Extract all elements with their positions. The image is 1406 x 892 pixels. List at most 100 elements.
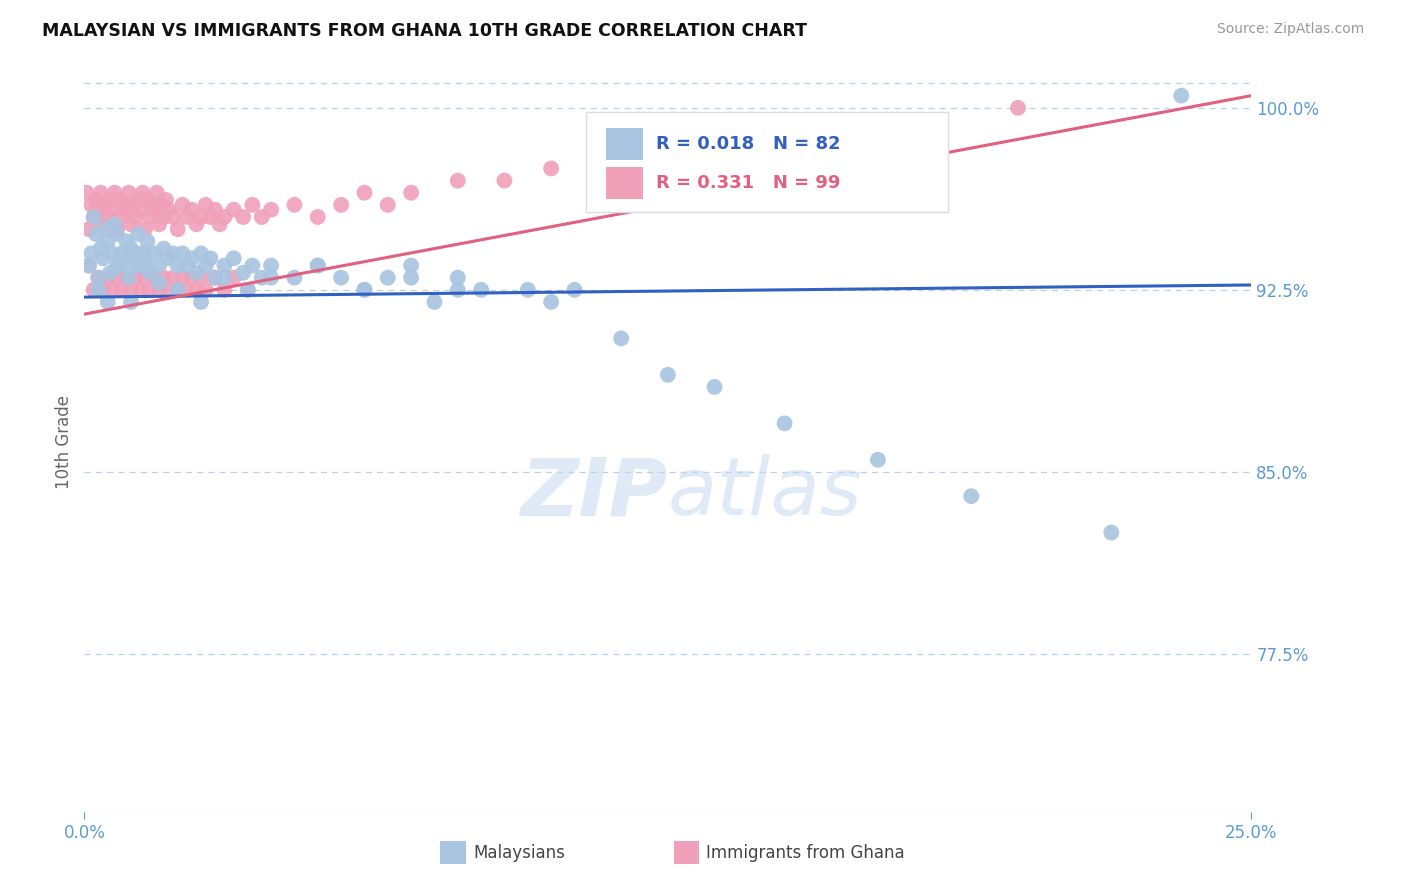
Point [120,242,142,256]
Point [214,259,236,273]
Point [200,252,222,266]
Point [260,270,283,285]
Point [204,202,226,217]
Point [77,259,100,273]
Point [105,227,128,241]
Point [283,198,305,212]
Point [138,283,160,297]
Point [194,198,217,212]
Point [111,246,134,260]
Point [120,217,142,231]
Point [190,210,212,224]
Point [134,270,156,285]
Point [586,149,609,163]
Point [97,295,120,310]
Point [1170,88,1192,103]
Point [353,186,375,200]
Point [87,202,110,217]
Point [97,234,120,248]
Point [222,270,245,285]
Point [148,217,170,231]
Point [681,149,703,163]
Point [118,186,141,200]
Point [80,198,103,212]
Point [120,295,142,310]
Point [127,227,149,241]
Text: MALAYSIAN VS IMMIGRANTS FROM GHANA 10TH GRADE CORRELATION CHART: MALAYSIAN VS IMMIGRANTS FROM GHANA 10TH … [42,22,807,40]
Point [90,186,112,200]
Point [118,270,141,285]
Point [250,210,273,224]
Point [214,270,236,285]
Point [104,217,127,231]
Point [134,252,156,266]
Point [820,125,842,139]
Text: ZIP: ZIP [520,454,668,533]
Point [136,234,159,248]
Point [157,252,180,266]
Point [232,210,254,224]
Point [80,246,103,260]
Point [166,283,188,297]
Text: R = 0.018   N = 82: R = 0.018 N = 82 [657,135,841,153]
Point [122,198,145,212]
Point [143,270,166,285]
Point [180,270,202,285]
Point [148,276,170,290]
Point [172,246,194,260]
Point [125,210,148,224]
Point [129,283,152,297]
Point [447,270,470,285]
Point [180,202,202,217]
Point [516,283,538,297]
Point [108,193,131,207]
Point [610,331,633,345]
Point [115,270,138,285]
Point [200,210,222,224]
Point [180,252,202,266]
Point [112,252,135,266]
Point [162,246,184,260]
Point [236,283,259,297]
Point [122,259,145,273]
Point [172,198,194,212]
Point [111,283,134,297]
Point [222,202,245,217]
Point [91,283,114,297]
Point [186,217,208,231]
Point [330,198,353,212]
Point [242,198,264,212]
Point [242,259,264,273]
Point [138,210,160,224]
Point [98,193,121,207]
Point [90,242,112,256]
Y-axis label: 10th Grade: 10th Grade [55,394,73,489]
Point [214,283,236,297]
Point [84,193,107,207]
Point [353,283,375,297]
Point [657,368,679,382]
Point [447,173,470,187]
Point [152,210,174,224]
Point [83,210,105,224]
Point [330,270,353,285]
Point [260,202,283,217]
Point [132,246,155,260]
Point [84,227,107,241]
Point [307,259,329,273]
Point [190,270,212,285]
Point [148,283,170,297]
Point [83,210,105,224]
Point [236,283,259,297]
Point [204,270,226,285]
Point [866,452,889,467]
Point [250,270,273,285]
Point [125,246,148,260]
Point [108,259,131,273]
Point [141,198,163,212]
Point [190,246,212,260]
Point [136,193,159,207]
Point [127,193,149,207]
Point [111,210,134,224]
Point [307,210,329,224]
